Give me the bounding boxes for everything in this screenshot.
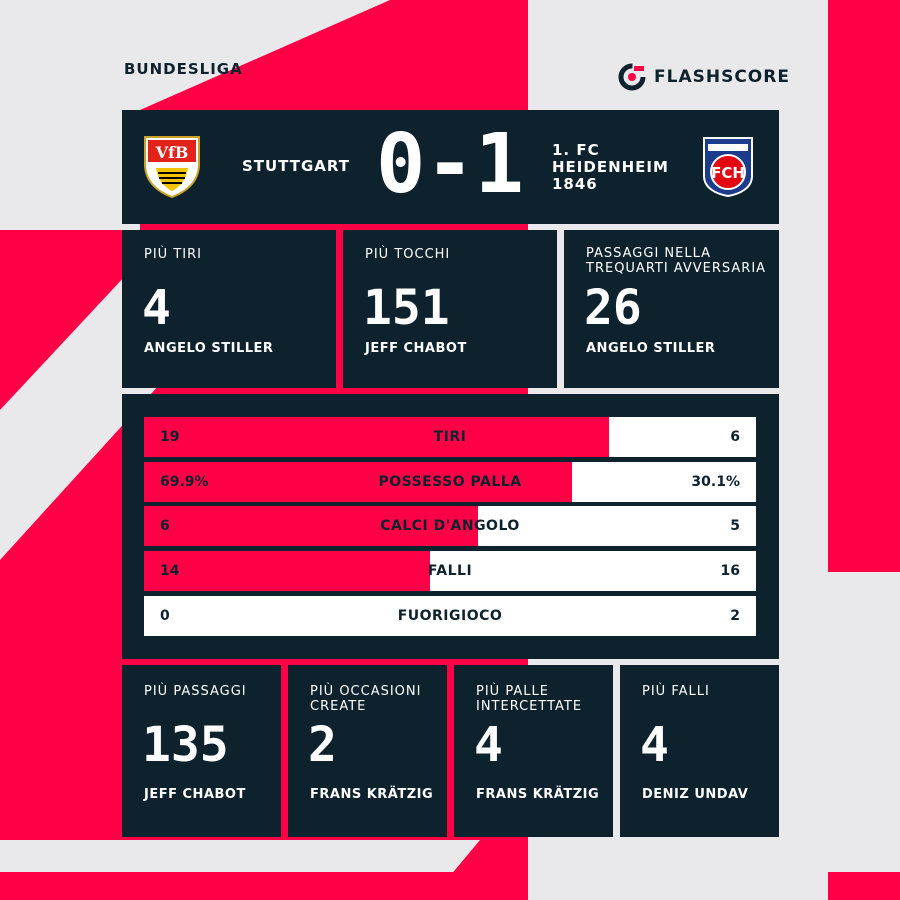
comparison-bar-fill bbox=[144, 462, 572, 502]
team-comparison-panel: TIRI 19 6 POSSESSO PALLA 69.9% 30.1% CAL… bbox=[122, 394, 779, 659]
stat-label: PIÙ FALLI bbox=[642, 684, 710, 699]
comparison-home-value: 14 bbox=[160, 563, 180, 579]
stat-label: PIÙ OCCASIONI CREATE bbox=[310, 684, 422, 714]
svg-text:VfB: VfB bbox=[155, 143, 189, 162]
stat-player: FRANS KRÄTZIG bbox=[310, 787, 434, 802]
comparison-bar-fill bbox=[144, 551, 430, 591]
comparison-away-value: 6 bbox=[730, 429, 740, 445]
flashscore-wordmark: FLASHSCORE bbox=[654, 67, 790, 87]
comparison-home-value: 19 bbox=[160, 429, 180, 445]
flashscore-logo-icon bbox=[618, 63, 646, 91]
stat-value: 4 bbox=[142, 280, 171, 336]
comparison-bar-fill bbox=[144, 417, 610, 457]
comparison-away-value: 30.1% bbox=[691, 474, 740, 490]
comparison-label: CALCI D'ANGOLO bbox=[380, 518, 520, 534]
comparison-home-value: 6 bbox=[160, 518, 170, 534]
match-header: VfB STUTTGART 0-1 1. FC HEIDENHEIM 1846 … bbox=[122, 110, 779, 224]
comparison-away-value: 16 bbox=[720, 563, 740, 579]
stat-player: JEFF CHABOT bbox=[144, 787, 246, 802]
comparison-row-shots: TIRI 19 6 bbox=[144, 417, 756, 457]
stat-player: FRANS KRÄTZIG bbox=[476, 787, 600, 802]
away-team-name-line3: 1846 bbox=[552, 175, 598, 193]
stat-player: ANGELO STILLER bbox=[144, 341, 274, 356]
away-team-name: 1. FC HEIDENHEIM 1846 bbox=[552, 142, 682, 193]
svg-text:FCH: FCH bbox=[711, 164, 745, 182]
stat-value: 4 bbox=[474, 717, 503, 773]
match-score: 0-1 bbox=[375, 117, 525, 212]
comparison-away-value: 5 bbox=[730, 518, 740, 534]
stat-value: 151 bbox=[363, 280, 450, 336]
stat-label: PASSAGGI NELLA TREQUARTI AVVERSARIA bbox=[586, 246, 767, 276]
stat-label: PIÙ TIRI bbox=[144, 247, 202, 262]
comparison-row-possession: POSSESSO PALLA 69.9% 30.1% bbox=[144, 462, 756, 502]
stat-value: 2 bbox=[308, 717, 337, 773]
fc-heidenheim-crest: FCH bbox=[703, 137, 753, 198]
stat-player: DENIZ UNDAV bbox=[642, 787, 749, 802]
comparison-label: POSSESSO PALLA bbox=[378, 474, 522, 490]
stat-card-most-shots: PIÙ TIRI 4 ANGELO STILLER bbox=[122, 230, 336, 388]
stat-value: 26 bbox=[584, 280, 642, 336]
stat-label: PIÙ TOCCHI bbox=[365, 247, 451, 262]
league-title: BUNDESLIGA bbox=[124, 60, 243, 78]
away-team-name-line1: 1. FC bbox=[552, 141, 600, 159]
comparison-label: FUORIGIOCO bbox=[397, 608, 503, 624]
stat-label: PIÙ PALLE INTERCETTATE bbox=[476, 684, 583, 714]
comparison-label: TIRI bbox=[433, 429, 467, 445]
stat-card-chances-created: PIÙ OCCASIONI CREATE 2 FRANS KRÄTZIG bbox=[288, 665, 447, 837]
comparison-row-fouls: FALLI 14 16 bbox=[144, 551, 756, 591]
stat-card-most-passes: PIÙ PASSAGGI 135 JEFF CHABOT bbox=[122, 665, 281, 837]
comparison-bar-fill bbox=[144, 506, 478, 546]
comparison-home-value: 69.9% bbox=[160, 474, 209, 490]
stat-card-most-touches: PIÙ TOCCHI 151 JEFF CHABOT bbox=[343, 230, 557, 388]
home-team-name: STUTTGART bbox=[241, 157, 350, 175]
stat-value: 135 bbox=[142, 717, 229, 773]
comparison-row-offsides: FUORIGIOCO 0 2 bbox=[144, 596, 756, 636]
stat-player: ANGELO STILLER bbox=[586, 341, 716, 356]
vfb-stuttgart-crest: VfB bbox=[144, 136, 200, 199]
stat-player: JEFF CHABOT bbox=[365, 341, 467, 356]
stat-card-final-third-passes: PASSAGGI NELLA TREQUARTI AVVERSARIA 26 A… bbox=[564, 230, 779, 388]
stat-card-interceptions: PIÙ PALLE INTERCETTATE 4 FRANS KRÄTZIG bbox=[454, 665, 613, 837]
comparison-label: FALLI bbox=[427, 563, 473, 579]
comparison-away-value: 2 bbox=[730, 608, 740, 624]
stat-value: 4 bbox=[640, 717, 669, 773]
comparison-home-value: 0 bbox=[160, 608, 170, 624]
stat-label: PIÙ PASSAGGI bbox=[144, 684, 247, 699]
flashscore-brand: FLASHSCORE bbox=[618, 62, 790, 92]
comparison-row-corners: CALCI D'ANGOLO 6 5 bbox=[144, 506, 756, 546]
away-team-name-line2: HEIDENHEIM bbox=[552, 158, 669, 176]
stat-card-most-fouls: PIÙ FALLI 4 DENIZ UNDAV bbox=[620, 665, 779, 837]
